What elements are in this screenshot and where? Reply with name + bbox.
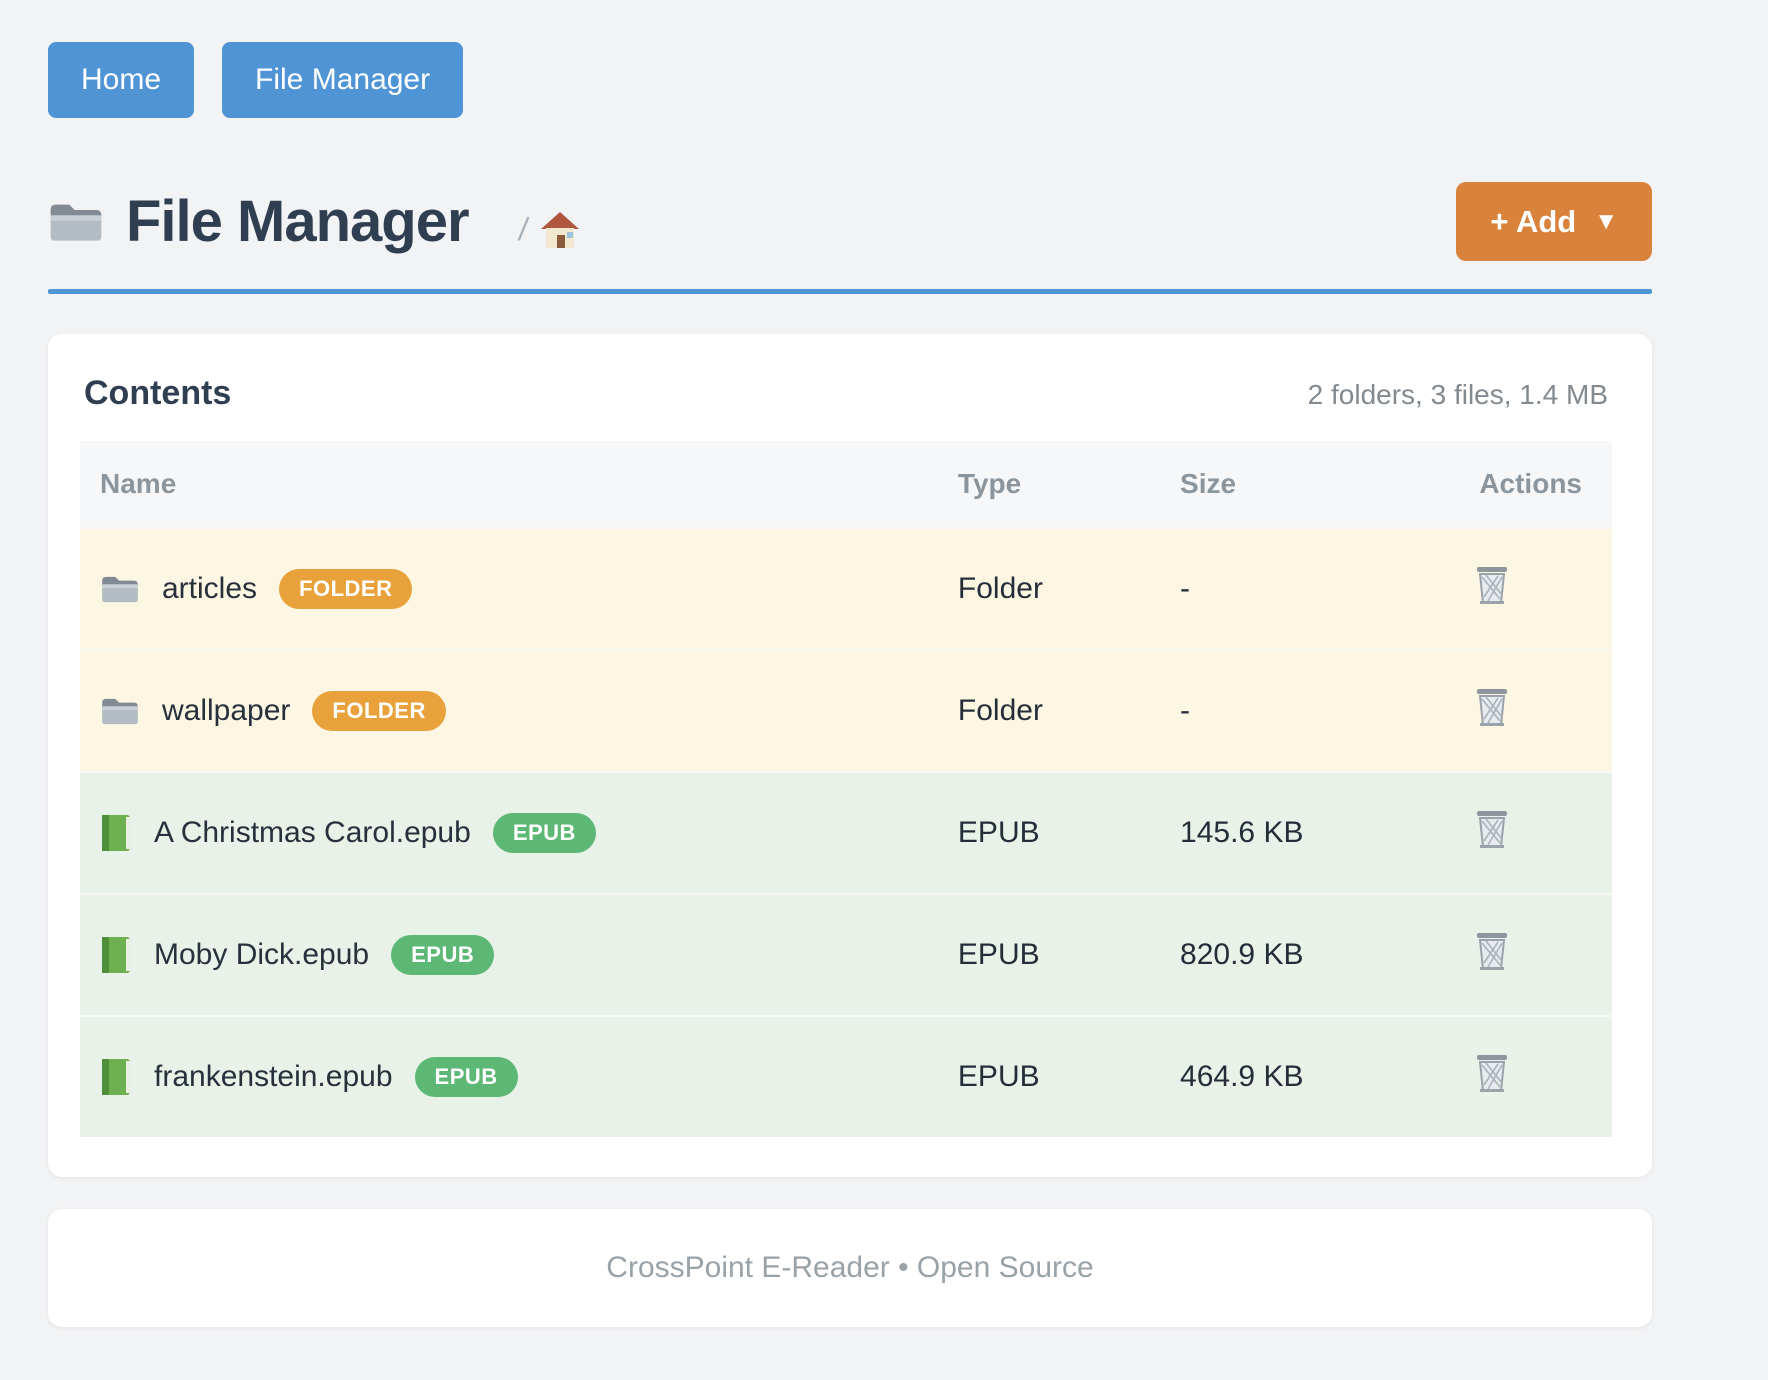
file-name-link[interactable]: articles [162, 572, 258, 605]
size-cell: 145.6 KB [1160, 771, 1383, 894]
trash-icon [1474, 809, 1510, 849]
type-badge: FOLDER [312, 691, 446, 731]
size-cell: 820.9 KB [1160, 893, 1383, 1016]
type-badge: EPUB [391, 935, 495, 975]
type-badge: EPUB [414, 1057, 518, 1097]
nav-home-button[interactable]: Home [48, 42, 195, 118]
file-name-link[interactable]: A Christmas Carol.epub [154, 816, 471, 849]
size-cell: 464.9 KB [1160, 1015, 1383, 1137]
files-table: Name Type Size Actions articles FOLDER [80, 441, 1612, 1137]
folder-icon [100, 574, 140, 604]
column-header-actions: Actions [1382, 441, 1612, 528]
column-header-type[interactable]: Type [937, 441, 1161, 528]
trash-icon [1474, 687, 1510, 727]
trash-icon [1474, 565, 1510, 605]
delete-button[interactable] [1474, 931, 1510, 974]
page-title: File Manager [126, 189, 470, 254]
footer: CrossPoint E-Reader • Open Source [48, 1209, 1652, 1327]
type-badge: EPUB [492, 813, 596, 853]
home-icon[interactable] [539, 210, 581, 250]
type-cell: EPUB [937, 893, 1161, 1016]
delete-button[interactable] [1474, 809, 1510, 852]
add-button[interactable]: + Add ▼ [1456, 182, 1652, 261]
size-cell: - [1160, 649, 1383, 772]
nav-file-manager-button[interactable]: File Manager [222, 42, 464, 118]
file-name-link[interactable]: wallpaper [162, 694, 291, 727]
size-cell: - [1160, 527, 1383, 650]
footer-text: CrossPoint E-Reader • Open Source [606, 1251, 1094, 1284]
trash-icon [1474, 1053, 1510, 1093]
contents-panel: Contents 2 folders, 3 files, 1.4 MB Name… [48, 334, 1652, 1177]
type-cell: EPUB [937, 1015, 1161, 1137]
breadcrumb-separator: / [516, 211, 531, 247]
column-header-size[interactable]: Size [1160, 441, 1383, 528]
chevron-down-icon: ▼ [1594, 207, 1618, 235]
breadcrumb: / [516, 210, 582, 250]
type-cell: Folder [937, 527, 1161, 650]
table-row[interactable]: wallpaper FOLDER Folder - [80, 649, 1612, 772]
book-icon [100, 936, 132, 974]
type-badge: FOLDER [279, 569, 413, 609]
folder-icon [100, 696, 140, 726]
delete-button[interactable] [1474, 687, 1510, 730]
contents-summary: 2 folders, 3 files, 1.4 MB [1307, 379, 1608, 410]
table-row[interactable]: frankenstein.epub EPUB EPUB 464.9 KB [80, 1015, 1612, 1137]
page: Home File Manager File Manager / + Add ▼… [48, 0, 1652, 1327]
folder-icon [48, 200, 104, 244]
book-icon [100, 1058, 132, 1096]
book-icon [100, 814, 132, 852]
trash-icon [1474, 931, 1510, 971]
delete-button[interactable] [1474, 1053, 1510, 1096]
table-row[interactable]: A Christmas Carol.epub EPUB EPUB 145.6 K… [80, 771, 1612, 894]
top-navigation: Home File Manager [48, 42, 1652, 118]
type-cell: Folder [937, 649, 1161, 772]
delete-button[interactable] [1474, 565, 1510, 608]
table-row[interactable]: articles FOLDER Folder - [80, 527, 1612, 650]
add-button-label: + Add [1490, 204, 1577, 239]
type-cell: EPUB [937, 771, 1161, 894]
panel-title: Contents [84, 374, 232, 412]
header-divider [48, 289, 1652, 294]
column-header-name[interactable]: Name [80, 441, 938, 528]
file-name-link[interactable]: frankenstein.epub [154, 1060, 393, 1093]
table-header-row: Name Type Size Actions [80, 441, 1612, 528]
page-header: File Manager / + Add ▼ [48, 182, 1652, 261]
file-name-link[interactable]: Moby Dick.epub [154, 938, 370, 971]
table-row[interactable]: Moby Dick.epub EPUB EPUB 820.9 KB [80, 893, 1612, 1016]
